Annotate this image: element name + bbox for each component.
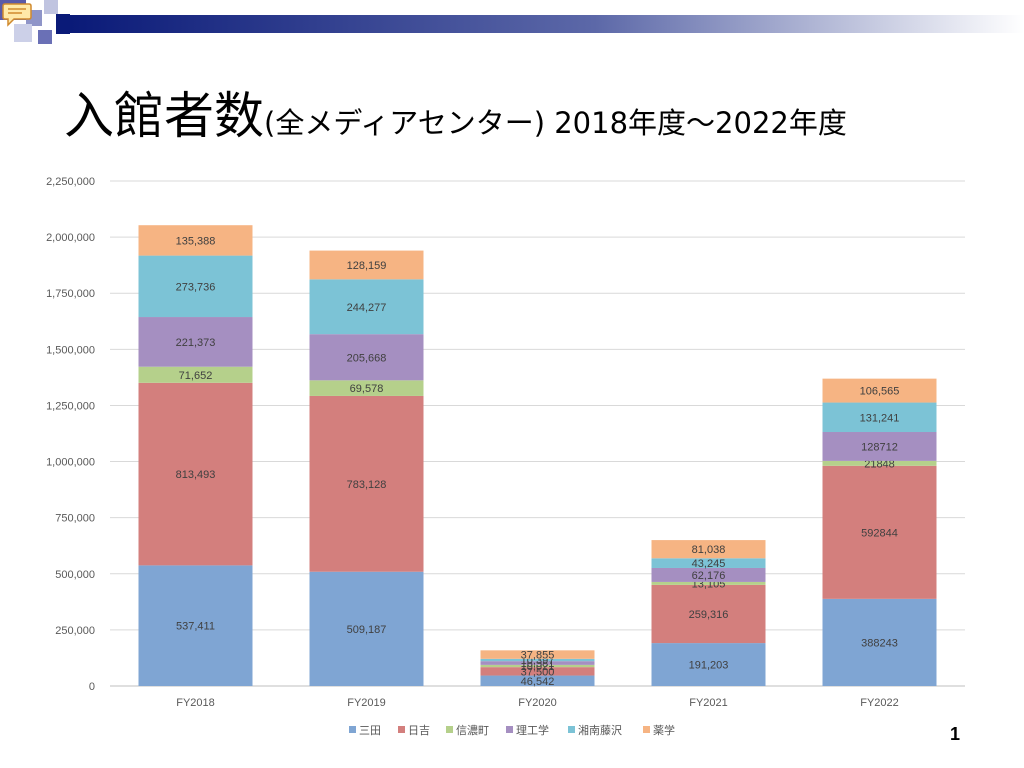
- data-label: 128,159: [347, 260, 387, 272]
- x-tick-label: FY2021: [689, 697, 728, 709]
- bar-segment: [651, 540, 766, 559]
- y-tick-label: 250,000: [55, 625, 95, 637]
- data-label: 37,855: [521, 650, 555, 662]
- x-tick-label: FY2020: [518, 697, 557, 709]
- bar-segment: [309, 334, 424, 381]
- title-main: 入館者数: [64, 87, 264, 145]
- bar-segment: [138, 317, 253, 367]
- y-tick-label: 1,250,000: [46, 400, 95, 412]
- x-tick-label: FY2019: [347, 697, 386, 709]
- comment-icon[interactable]: [2, 2, 32, 28]
- bar-segment: [480, 667, 595, 676]
- legend-swatch: [349, 726, 356, 733]
- y-tick-label: 750,000: [55, 513, 95, 525]
- x-tick-label: FY2022: [860, 697, 899, 709]
- bar-segment: [138, 366, 253, 383]
- bar-segment: [822, 402, 937, 433]
- bar-segment: [651, 584, 766, 644]
- y-tick-label: 500,000: [55, 569, 95, 581]
- data-label: 43,245: [692, 558, 726, 570]
- bar-segment: [138, 382, 253, 566]
- data-label: 221,373: [176, 337, 216, 349]
- bar-segment: [309, 571, 424, 686]
- legend-swatch: [398, 726, 405, 733]
- bar-segment: [651, 643, 766, 686]
- legend-label: 信濃町: [456, 723, 489, 737]
- legend-swatch: [643, 726, 650, 733]
- bar-segment: [138, 225, 253, 256]
- legend-swatch: [446, 726, 453, 733]
- legend-label: 薬学: [653, 723, 675, 737]
- data-label: 131,241: [860, 412, 900, 424]
- title-sub: (全メディアセンター) 2018年度～2022年度: [264, 106, 847, 140]
- data-label: 205,668: [347, 352, 387, 364]
- bar-segment: [651, 581, 766, 585]
- bar-segment: [822, 460, 937, 466]
- bar-segment: [822, 465, 937, 599]
- bar-segment: [309, 250, 424, 280]
- legend-label: 三田: [359, 725, 381, 737]
- bar-segment: [822, 432, 937, 461]
- legend-label: 理工学: [516, 723, 549, 737]
- y-tick-label: 1,000,000: [46, 457, 95, 469]
- slide-title: 入館者数(全メディアセンター) 2018年度～2022年度: [64, 76, 847, 148]
- bar-segment: [480, 664, 595, 668]
- y-tick-label: 1,500,000: [46, 344, 95, 356]
- data-label: 37,500: [521, 666, 555, 678]
- bar-segment: [480, 658, 595, 662]
- bar-segment: [651, 567, 766, 582]
- bar-segment: [138, 565, 253, 686]
- bar-segment: [309, 380, 424, 396]
- x-tick-label: FY2018: [176, 697, 215, 709]
- data-label: 69,578: [350, 383, 384, 395]
- legend-swatch: [568, 726, 575, 733]
- data-label: 813,493: [176, 469, 216, 481]
- data-label: 509,187: [347, 624, 387, 636]
- legend-swatch: [506, 726, 513, 733]
- y-tick-label: 0: [89, 681, 95, 693]
- bar-segment: [138, 255, 253, 318]
- legend-label: 日吉: [408, 724, 430, 737]
- bar-segment: [480, 650, 595, 659]
- bar-segment: [651, 558, 766, 568]
- data-label: 46,542: [521, 676, 555, 688]
- page-number: 1: [950, 724, 961, 744]
- data-label: 592844: [861, 527, 898, 539]
- data-label: 81,038: [692, 544, 726, 556]
- data-label: 191,203: [689, 660, 729, 672]
- data-label: 388243: [861, 637, 898, 649]
- data-label: 71,652: [179, 370, 213, 382]
- bar-segment: [822, 598, 937, 686]
- data-label: 244,277: [347, 302, 387, 314]
- y-tick-label: 2,000,000: [46, 232, 95, 244]
- bar-segment: [309, 279, 424, 335]
- data-label: 783,128: [347, 479, 387, 491]
- bar-segment: [309, 395, 424, 572]
- bar-segment: [822, 378, 937, 403]
- data-label: 62,176: [692, 570, 726, 582]
- data-label: 128712: [861, 441, 898, 453]
- y-tick-label: 2,250,000: [46, 176, 95, 188]
- bar-segment: [480, 661, 595, 665]
- data-label: 135,388: [176, 235, 216, 247]
- bar-segment: [480, 675, 595, 686]
- data-label: 259,316: [689, 609, 729, 621]
- data-label: 537,411: [176, 621, 215, 633]
- legend-label: 湘南藤沢: [578, 723, 622, 737]
- y-tick-label: 1,750,000: [46, 288, 95, 300]
- data-label: 21848: [864, 458, 895, 470]
- data-label: 273,736: [176, 281, 216, 293]
- data-label: 106,565: [860, 386, 900, 398]
